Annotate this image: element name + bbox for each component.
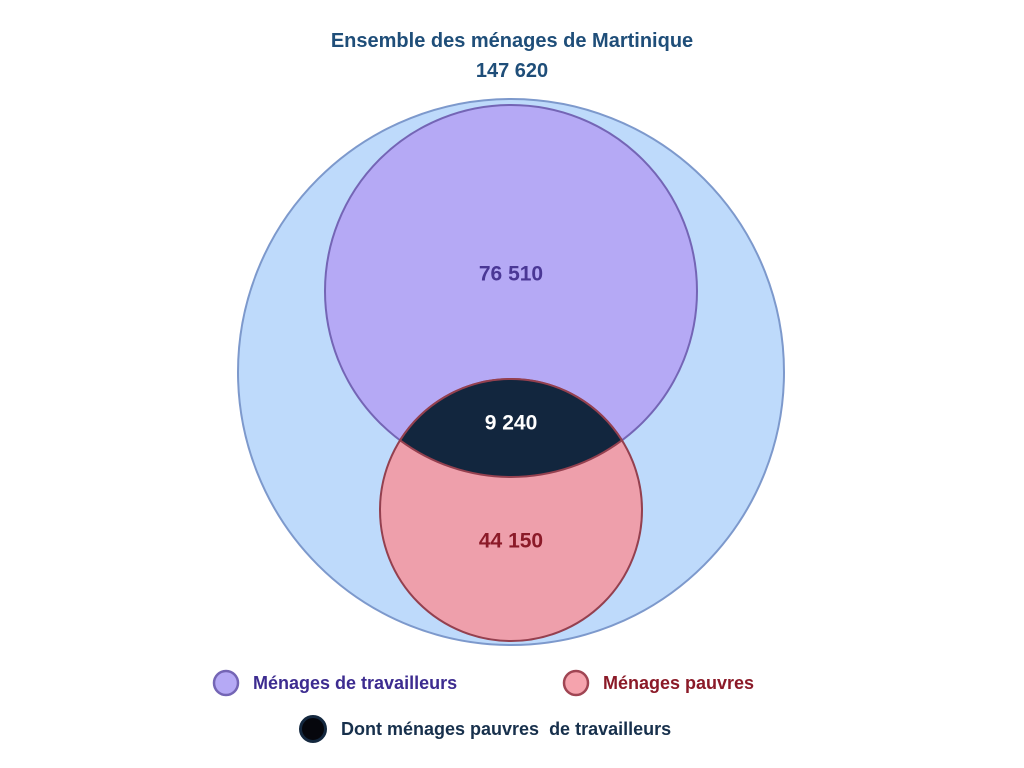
workers-swatch-circle <box>212 669 240 697</box>
intersection-swatch-circle <box>299 715 327 743</box>
legend-label-poor: Ménages pauvres <box>603 672 755 693</box>
chart-title: Ensemble des ménages de Martinique 147 6… <box>0 26 1024 86</box>
legend-label-intersection: Dont ménages pauvres de travailleurs <box>341 718 672 739</box>
workers-value: 76 510 <box>479 263 543 286</box>
workers-swatch-icon <box>212 669 240 697</box>
legend-label-workers: Ménages de travailleurs <box>253 672 458 693</box>
chart-total-value: 147 620 <box>475 60 549 82</box>
chart-title-text: Ensemble des ménages de Martinique <box>330 30 694 52</box>
poor-swatch-icon <box>562 669 590 697</box>
intersection-region <box>398 378 624 478</box>
legend-item-poor: Ménages pauvres <box>562 668 754 698</box>
legend-item-intersection: Dont ménages pauvres de travailleurs <box>298 714 671 744</box>
intersection-value: 9 240 <box>485 412 538 435</box>
intersection-swatch-icon <box>299 715 327 743</box>
legend-item-workers: Ménages de travailleurs <box>212 668 457 698</box>
poor-swatch-circle <box>562 669 590 697</box>
poor-value: 44 150 <box>479 530 543 553</box>
